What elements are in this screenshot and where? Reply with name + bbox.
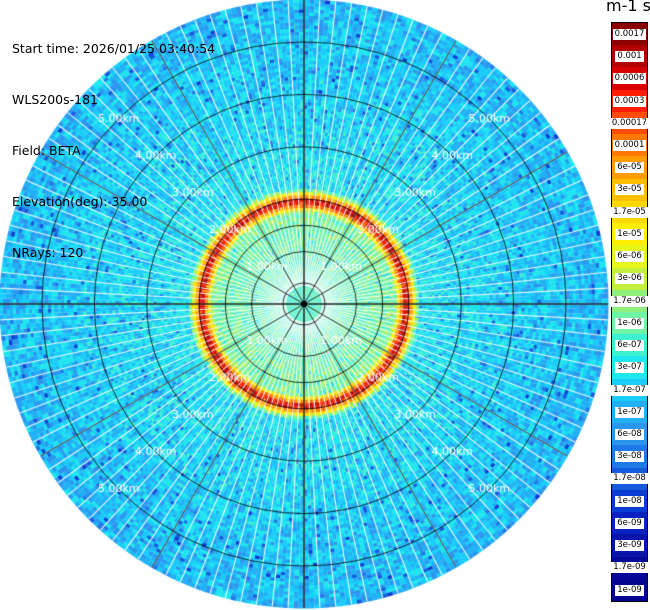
colorbar-tick-label: 6e-06 bbox=[615, 251, 644, 263]
colorbar-tick-label: 1.7e-07 bbox=[611, 384, 648, 396]
colorbar-tick-label: 1.7e-08 bbox=[611, 473, 648, 485]
colorbar-segment: 6e-05 bbox=[612, 156, 647, 180]
colorbar-segment: 1e-09 bbox=[612, 578, 647, 602]
colorbar-tick-label: 0.0003 bbox=[612, 95, 647, 107]
colorbar-segment: 6e-06 bbox=[612, 245, 647, 269]
colorbar-tick-label: 0.0006 bbox=[612, 73, 647, 85]
colorbar-segment: 3e-05 bbox=[612, 178, 647, 202]
device-name-text: WLS200s-181 bbox=[12, 92, 98, 107]
field-text: Field: BETA bbox=[12, 143, 81, 158]
colorbar-tick-label: 3e-08 bbox=[615, 451, 644, 463]
colorbar-tick-label: 1e-09 bbox=[615, 584, 644, 596]
colorbar-segment: 3e-06 bbox=[612, 267, 647, 291]
colorbar-segment: 3e-08 bbox=[612, 445, 647, 469]
colorbar-unit-title: m-1 sr-1 bbox=[606, 0, 650, 15]
colorbar-segment: 1.7e-05 bbox=[611, 200, 648, 224]
nrays-text: NRays: 120 bbox=[12, 245, 84, 260]
colorbar-segment: 6e-09 bbox=[612, 512, 647, 535]
colorbar-segment: 1.7e-09 bbox=[611, 556, 648, 580]
colorbar-tick-label: 1e-08 bbox=[615, 495, 644, 507]
colorbar-tick-label: 3e-06 bbox=[615, 273, 644, 285]
colorbar-segment: 1e-06 bbox=[612, 312, 647, 335]
colorbar-tick-label: 0.0001 bbox=[612, 140, 647, 151]
colorbar-segment: 6e-08 bbox=[612, 423, 647, 446]
colorbar-tick-label: 1e-06 bbox=[615, 317, 644, 329]
colorbar-tick-label: 3e-09 bbox=[615, 540, 644, 552]
scan-info-panel: Start time: 2026/01/25 03:40:54 WLS200s-… bbox=[12, 6, 215, 278]
colorbar-segment: 0.0003 bbox=[612, 89, 647, 113]
colorbar-tick-label: 6e-07 bbox=[615, 340, 644, 352]
colorbar-tick-label: 1.7e-06 bbox=[611, 295, 648, 307]
colorbar-segment: 1e-07 bbox=[612, 400, 647, 424]
elevation-text: Elevation(deg): 35.00 bbox=[12, 194, 148, 209]
colorbar-segment: 1e-05 bbox=[612, 223, 647, 246]
colorbar-segment: 1e-08 bbox=[612, 489, 647, 513]
colorbar-tick-label: 6e-08 bbox=[615, 429, 644, 440]
colorbar-segment: 1.7e-07 bbox=[611, 378, 648, 402]
colorbar-tick-label: 1.7e-09 bbox=[611, 562, 648, 574]
colorbar-tick-label: 1e-07 bbox=[615, 406, 644, 418]
colorbar-segment: 3e-09 bbox=[612, 534, 647, 558]
colorbar-segment: 6e-07 bbox=[612, 334, 647, 357]
colorbar-segment: 0.001 bbox=[612, 45, 647, 68]
colorbar-segment: 0.0017 bbox=[612, 23, 647, 46]
colorbar-segment: 0.0001 bbox=[612, 134, 647, 157]
colorbar-segment: 1.7e-06 bbox=[611, 289, 648, 313]
colorbar-tick-label: 3e-07 bbox=[615, 362, 644, 374]
colorbar-tick-label: 0.00017 bbox=[609, 117, 650, 129]
colorbar-tick-label: 0.0017 bbox=[612, 28, 647, 40]
colorbar-tick-label: 6e-09 bbox=[615, 517, 644, 529]
colorbar-tick-label: 1.7e-05 bbox=[611, 206, 648, 218]
colorbar-segment: 0.0006 bbox=[612, 67, 647, 91]
colorbar-segment: 1.7e-08 bbox=[611, 467, 648, 491]
colorbar-tick-label: 6e-05 bbox=[615, 162, 644, 174]
colorbar-tick-label: 1e-05 bbox=[615, 228, 644, 240]
colorbar: 0.0017 0.001 0.0006 0.0003 0.00017 0.0001 6e-0… bbox=[609, 22, 650, 602]
colorbar-segment: 3e-07 bbox=[612, 356, 647, 380]
start-time-text: Start time: 2026/01/25 03:40:54 bbox=[12, 41, 216, 56]
colorbar-segment: 0.00017 bbox=[609, 111, 650, 135]
colorbar-tick-label: 3e-05 bbox=[615, 184, 644, 196]
colorbar-tick-label: 0.001 bbox=[615, 51, 644, 63]
